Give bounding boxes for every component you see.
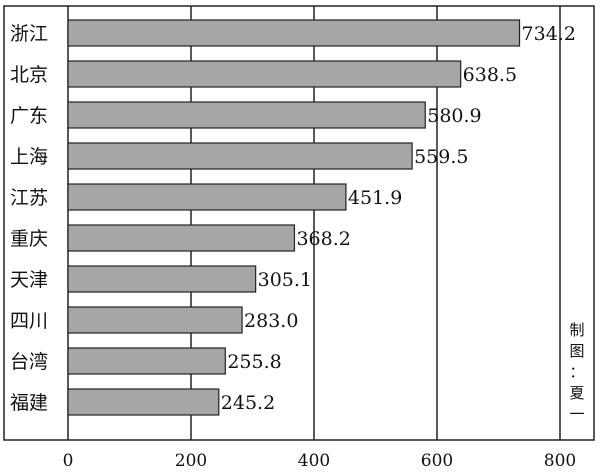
category-label: 广东 [10,105,48,127]
value-label: 305.1 [258,269,312,291]
bar-4 [67,142,413,170]
bar-10 [67,388,220,416]
x-axis-ticks: 0 200 400 600 800 [63,451,577,471]
category-label: 福建 [10,392,48,414]
x-tick-label: 0 [63,451,74,471]
category-label: 上海 [10,146,48,168]
category-label: 四川 [10,310,48,332]
category-label: 江苏 [10,187,48,209]
category-label: 浙江 [10,23,48,45]
x-tick-label: 800 [544,451,576,471]
bar-7 [67,265,257,293]
value-label: 368.2 [296,228,350,250]
bar-2 [67,60,462,88]
bar-6 [67,224,296,252]
x-tick-label: 200 [175,451,207,471]
x-tick-label: 600 [421,451,453,471]
value-label: 734.2 [522,23,576,45]
value-label: 580.9 [427,105,481,127]
plot-area-frame [3,5,595,441]
bars [67,19,521,416]
value-label: 451.9 [348,187,402,209]
bar-1 [67,19,521,47]
value-label: 283.0 [244,310,298,332]
bar-5 [67,183,347,211]
bar-9 [67,347,226,375]
value-label: 255.8 [227,351,281,373]
bar-3 [67,101,426,129]
category-label: 北京 [10,64,48,86]
value-label: 559.5 [414,146,468,168]
category-label: 重庆 [10,228,48,250]
labels: 浙江 734.2 北京 638.5 广东 580.9 上海 559.5 江苏 451.9 重庆 368… [10,23,576,414]
x-tick-label: 400 [298,451,330,471]
value-label: 245.2 [221,392,275,414]
category-label: 天津 [10,269,48,291]
chart-credit: 制图：夏一 [569,321,584,423]
category-label: 台湾 [10,351,48,373]
bar-8 [67,306,243,334]
value-label: 638.5 [463,64,517,86]
